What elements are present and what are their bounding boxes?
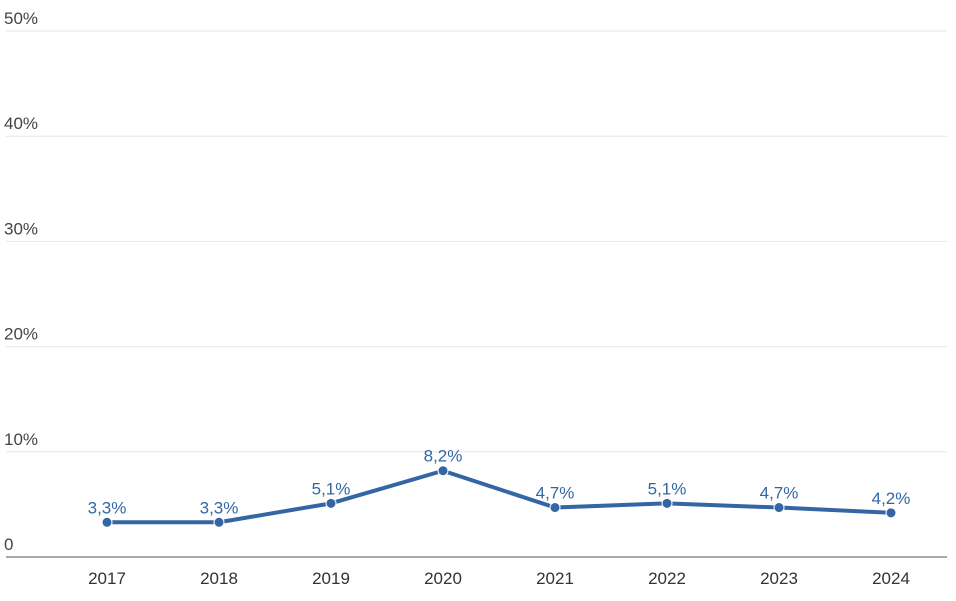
data-point [661,497,673,509]
y-tick-label: 0 [4,535,13,554]
x-tick-label: 2022 [648,569,686,588]
gridlines [6,30,947,453]
data-point [773,502,785,514]
y-tick-label: 50% [4,9,38,28]
series [101,465,897,528]
data-label: 3,3% [88,498,127,517]
y-axis-ticks: 0 10% 20% 30% 40% 50% [4,9,38,554]
data-label: 4,7% [536,484,575,503]
y-tick-label: 20% [4,325,38,344]
data-point [213,516,225,528]
data-point [101,516,113,528]
x-tick-label: 2021 [536,569,574,588]
x-axis-ticks: 2017 2018 2019 2020 2021 2022 2023 2024 [88,569,910,588]
data-label: 4,2% [872,489,911,508]
x-tick-label: 2024 [872,569,910,588]
data-label: 3,3% [200,498,239,517]
y-tick-label: 10% [4,430,38,449]
data-label: 4,7% [760,484,799,503]
x-tick-label: 2017 [88,569,126,588]
series-line [105,468,893,525]
data-point [325,497,337,509]
y-tick-label: 30% [4,219,38,238]
data-label: 8,2% [424,447,463,466]
x-tick-label: 2019 [312,569,350,588]
x-tick-label: 2020 [424,569,462,588]
data-point [885,507,897,519]
data-point [549,502,561,514]
data-label: 5,1% [312,479,351,498]
x-tick-label: 2018 [200,569,238,588]
data-point [437,465,449,477]
y-tick-label: 40% [4,114,38,133]
x-tick-label: 2023 [760,569,798,588]
data-labels: 3,3% 3,3% 5,1% 8,2% 4,7% 5,1% 4,7% 4,2% [88,447,911,518]
data-label: 5,1% [648,479,687,498]
